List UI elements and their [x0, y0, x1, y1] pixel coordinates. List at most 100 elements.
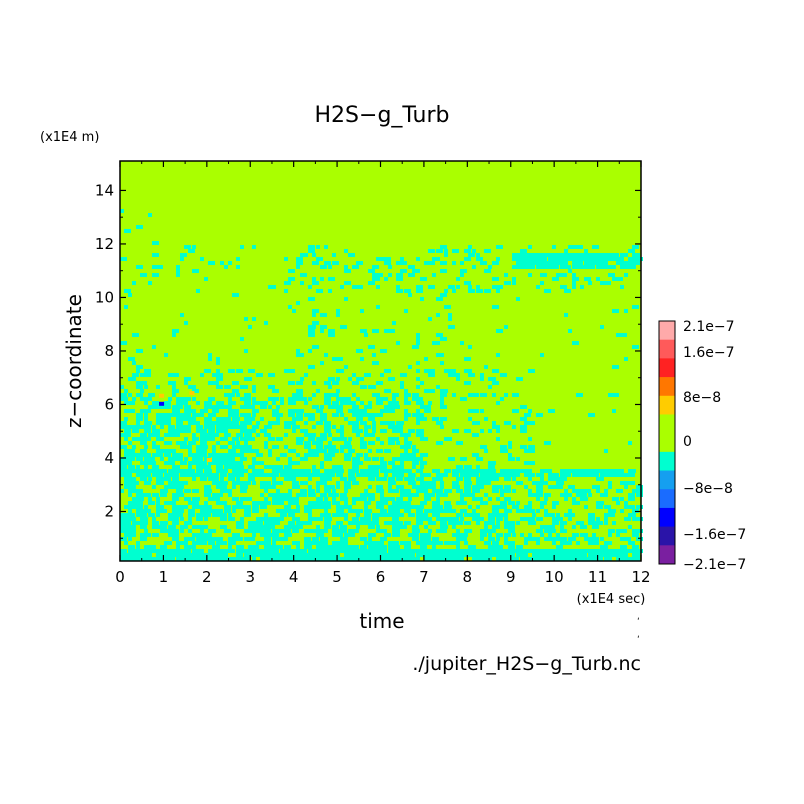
field-cell [560, 273, 567, 277]
field-cell [120, 513, 127, 517]
field-cell [144, 369, 151, 373]
field-cell [132, 521, 136, 525]
field-cell [480, 553, 487, 557]
field-cell [624, 501, 628, 505]
field-cell [268, 473, 275, 477]
field-cell [172, 513, 179, 517]
field-cell [200, 537, 204, 541]
field-cell [268, 553, 272, 557]
field-cell [572, 285, 576, 289]
field-cell [324, 541, 328, 545]
field-cell [392, 437, 399, 441]
field-cell [404, 401, 411, 405]
field-cell [380, 505, 384, 509]
field-cell [328, 377, 335, 381]
field-cell [568, 557, 572, 561]
field-cell [336, 357, 343, 361]
field-cell [424, 525, 428, 529]
field-cell [272, 545, 279, 549]
field-cell [380, 461, 387, 465]
field-cell [288, 413, 295, 417]
field-cell [436, 441, 443, 445]
field-cell [184, 321, 188, 325]
field-cell [176, 417, 180, 421]
field-cell [344, 445, 351, 449]
field-cell [272, 397, 279, 401]
field-cell [440, 521, 447, 525]
field-cell [252, 525, 259, 529]
field-cell [232, 505, 236, 509]
field-cell [252, 469, 256, 473]
field-cell [488, 553, 492, 557]
field-cell [340, 469, 344, 473]
field-cell [360, 537, 367, 541]
field-cell [524, 473, 528, 477]
field-cell [392, 401, 399, 405]
field-cell [192, 245, 196, 249]
field-cell [492, 425, 499, 429]
field-cell [592, 521, 599, 525]
field-cell [508, 521, 515, 525]
field-cell [492, 285, 499, 289]
field-cell [404, 397, 408, 401]
field-cell [260, 405, 267, 409]
field-cell [408, 265, 415, 269]
field-cell [592, 253, 599, 257]
field-cell [528, 437, 532, 441]
field-cell [384, 389, 391, 393]
field-cell [276, 421, 280, 425]
field-cell [212, 405, 219, 409]
colorbar-segment [659, 414, 675, 434]
field-cell [416, 369, 420, 373]
field-cell [504, 533, 511, 537]
field-cell [468, 393, 475, 397]
field-cell [568, 513, 575, 517]
field-cell [596, 477, 600, 481]
field-cell [228, 473, 235, 477]
field-cell [264, 433, 271, 437]
field-cell [340, 449, 344, 453]
field-cell [488, 465, 495, 469]
field-cell [324, 397, 331, 401]
field-cell [172, 389, 179, 393]
field-cell [168, 425, 175, 429]
field-cell [356, 377, 363, 381]
field-cell [612, 257, 619, 261]
field-cell [252, 413, 256, 417]
field-cell [368, 477, 375, 481]
field-cell [580, 253, 587, 257]
field-cell [376, 273, 383, 277]
field-cell [140, 477, 147, 481]
field-cell [296, 485, 300, 489]
field-cell [260, 469, 264, 473]
field-cell [156, 497, 160, 501]
field-cell [556, 477, 563, 481]
field-cell [620, 553, 624, 557]
field-cell [396, 501, 400, 505]
field-cell [228, 461, 235, 465]
field-cell [308, 521, 312, 525]
field-cell [152, 433, 159, 437]
field-cell [244, 433, 251, 437]
field-cell [380, 373, 384, 377]
field-cell [188, 417, 192, 421]
field-cell [384, 557, 391, 561]
field-cell [248, 465, 255, 469]
field-cell [312, 537, 319, 541]
field-cell [512, 505, 519, 509]
field-cell [328, 265, 332, 269]
field-cell [424, 497, 431, 501]
field-cell [628, 493, 635, 497]
field-cell [244, 349, 248, 353]
field-cell [232, 417, 236, 421]
field-cell [264, 549, 271, 553]
field-cell [528, 273, 532, 277]
field-cell [228, 549, 235, 553]
field-cell [160, 477, 167, 481]
field-cell [312, 493, 316, 497]
field-cell [320, 493, 327, 497]
field-cell [364, 553, 368, 557]
field-cell [272, 421, 279, 425]
field-cell [364, 425, 371, 429]
